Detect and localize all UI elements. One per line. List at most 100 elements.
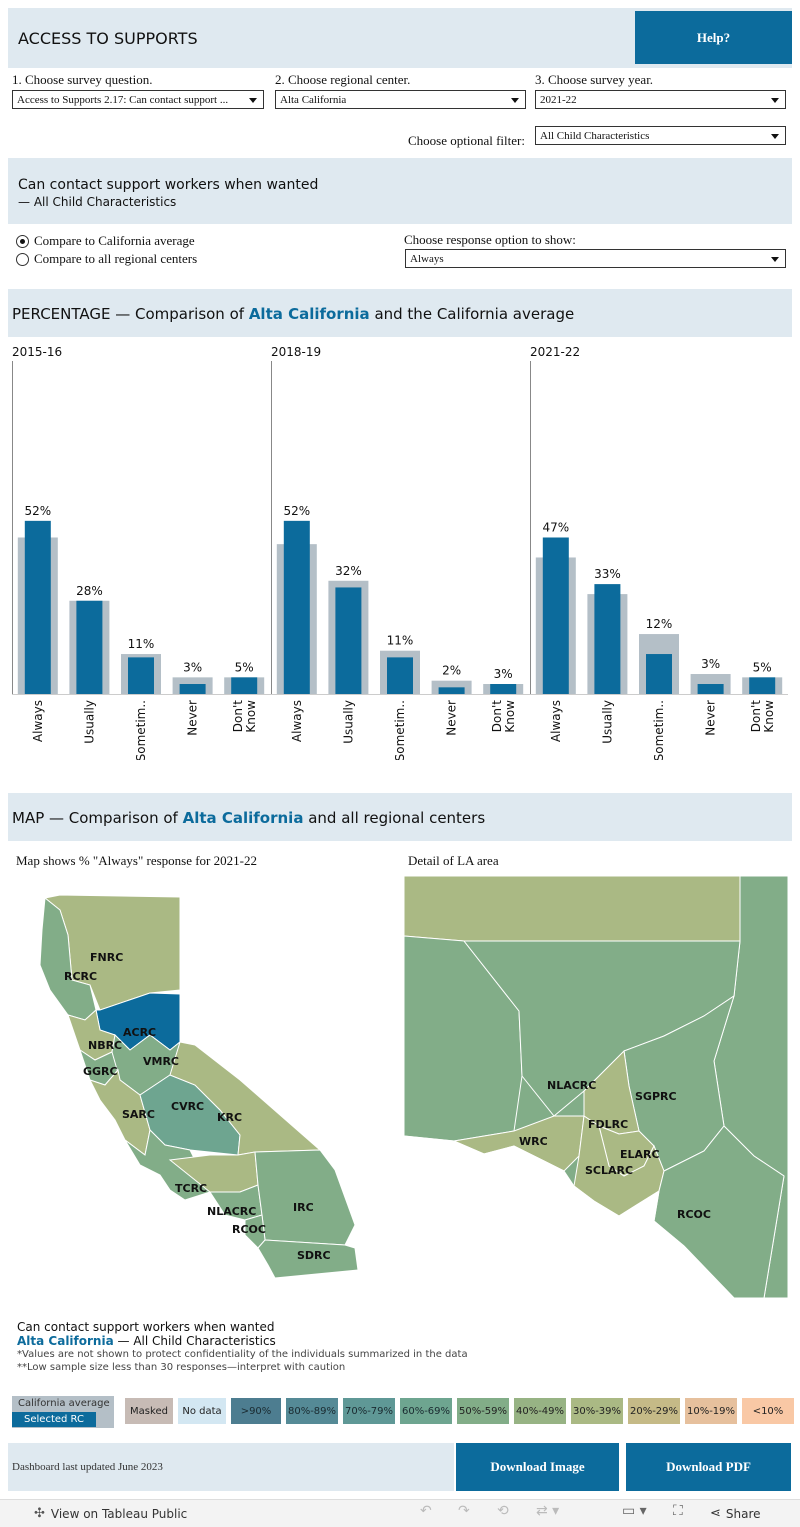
map-label-sarc: SARC xyxy=(122,1108,155,1121)
question-title: Can contact support workers when wanted xyxy=(18,177,319,193)
selected-rc-bar xyxy=(542,537,569,694)
map-section-title: MAP — Comparison of Alta California and … xyxy=(12,809,486,827)
legend-swatch: Masked xyxy=(124,1397,174,1425)
tableau-toolbar xyxy=(0,1499,800,1527)
la-label-elarc: ELARC xyxy=(620,1148,660,1161)
chevron-down-icon xyxy=(511,98,519,103)
bar-value-label: 52% xyxy=(283,504,310,518)
region-sdrc xyxy=(257,1239,359,1279)
bar-value-label: 5% xyxy=(753,660,772,674)
undo-icon[interactable]: ↶ xyxy=(420,1503,432,1519)
notes-rc-line: Alta California — All Child Characterist… xyxy=(17,1334,276,1348)
la-label-wrc: WRC xyxy=(519,1135,548,1148)
selected-rc-bar xyxy=(749,677,776,694)
category-tick-label: Usually xyxy=(600,700,614,744)
category-tick-label: Usually xyxy=(82,700,96,744)
bar-value-label: 32% xyxy=(335,564,362,578)
selected-rc-bar xyxy=(179,684,206,694)
notes-low-sample: **Low sample size less than 30 responses… xyxy=(17,1362,346,1373)
bar-value-label: 3% xyxy=(494,667,513,681)
share-icon: ⋖ xyxy=(710,1506,721,1521)
la-detail-map: NLACRC SGPRC FDLRC WRC ELARC SCLARC RCOC xyxy=(404,876,788,1298)
selected-rc-bar xyxy=(24,520,51,694)
legend-swatch: 80%-89% xyxy=(285,1397,339,1425)
revert-icon[interactable]: ⟲ xyxy=(497,1503,509,1519)
la-label-rcoc: RCOC xyxy=(677,1208,711,1221)
map-label-rcoc: RCOC xyxy=(232,1223,266,1236)
page-title: ACCESS TO SUPPORTS xyxy=(18,29,198,48)
legend-swatch: 70%-79% xyxy=(342,1397,396,1425)
map-section-banner xyxy=(8,793,792,841)
optional-filter-dropdown[interactable]: All Child Characteristics xyxy=(535,126,786,145)
region-irc xyxy=(254,1149,356,1246)
category-tick-label: Know xyxy=(762,700,776,733)
legend-swatch: >90% xyxy=(230,1397,282,1425)
legend-selected-rc: Selected RC xyxy=(12,1412,96,1427)
selected-rc-bar xyxy=(76,600,103,694)
footer-banner xyxy=(8,1443,454,1491)
la-label-sclarc: SCLARC xyxy=(585,1164,633,1177)
category-tick-label: Usually xyxy=(341,700,355,744)
percentage-section-banner xyxy=(8,289,792,337)
download-image-button[interactable]: Download Image xyxy=(456,1443,619,1491)
survey-question-dropdown[interactable]: Access to Supports 2.17: Can contact sup… xyxy=(12,90,264,109)
la-region-ocean xyxy=(404,1135,735,1298)
category-tick-label: Sometim.. xyxy=(393,700,407,760)
legend-swatch: 60%-69% xyxy=(399,1397,453,1425)
california-map: FNRC RCRC ACRC NBRC VMRC GGRC CVRC SARC … xyxy=(39,894,359,1279)
legend-comparison-key: California average Selected RC xyxy=(12,1396,114,1428)
bar-value-label: 11% xyxy=(387,634,414,648)
help-button[interactable]: Help? xyxy=(635,11,792,64)
legend-ca-average: California average xyxy=(18,1398,110,1409)
regional-center-dropdown[interactable]: Alta California xyxy=(275,90,526,109)
compare-california-option[interactable]: Compare to California average xyxy=(16,233,195,249)
legend-swatch: 30%-39% xyxy=(570,1397,624,1425)
bar-value-label: 3% xyxy=(183,660,202,674)
tableau-logo-icon: ✣ xyxy=(34,1506,45,1521)
regional-center-label: 2. Choose regional center. xyxy=(275,72,411,87)
selected-rc-bar xyxy=(646,654,672,694)
bar-value-label: 11% xyxy=(128,637,155,651)
category-tick-label: Sometim.. xyxy=(652,700,666,760)
survey-year-dropdown[interactable]: 2021-22 xyxy=(535,90,786,109)
fullscreen-icon[interactable]: ⛶ xyxy=(673,1503,683,1519)
optional-filter-label: Choose optional filter: xyxy=(408,133,525,148)
share-button[interactable]: ⋖ Share xyxy=(710,1506,761,1521)
selected-rc-bar xyxy=(128,657,154,694)
notes-confidentiality: *Values are not shown to protect confide… xyxy=(17,1349,468,1360)
chevron-down-icon xyxy=(249,98,257,103)
download-pdf-button[interactable]: Download PDF xyxy=(626,1443,791,1491)
compare-regional-option[interactable]: Compare to all regional centers xyxy=(16,251,197,267)
la-region-krc xyxy=(404,876,741,942)
category-tick-label: Sometim.. xyxy=(134,700,148,760)
map-label-irc: IRC xyxy=(293,1201,314,1214)
download-icon[interactable]: ▭ ▾ xyxy=(622,1503,647,1519)
legend-swatch: No data xyxy=(177,1397,227,1425)
refresh-icon[interactable]: ⇄ ▾ xyxy=(536,1503,560,1519)
map-label-vmrc: VMRC xyxy=(143,1055,179,1068)
map-label-tcrc: TCRC xyxy=(175,1182,207,1195)
radio-unselected-icon[interactable] xyxy=(16,252,29,266)
category-tick-label: Never xyxy=(445,700,459,736)
selected-rc-bar xyxy=(490,684,517,694)
survey-year-label: 3. Choose survey year. xyxy=(535,72,654,87)
map-label-acrc: ACRC xyxy=(123,1026,156,1039)
percentage-section-title: PERCENTAGE — Comparison of Alta Californ… xyxy=(12,305,575,323)
radio-selected-icon[interactable] xyxy=(16,234,29,248)
map-label-cvrc: CVRC xyxy=(171,1100,204,1113)
selected-rc-bar xyxy=(231,677,258,694)
legend-swatch: 10%-19% xyxy=(684,1397,738,1425)
category-tick-label: Know xyxy=(503,700,517,733)
map-label-sdrc: SDRC xyxy=(297,1249,331,1262)
question-subtitle: — All Child Characteristics xyxy=(18,195,177,209)
category-tick-label: Never xyxy=(186,700,200,736)
map-label-krc: KRC xyxy=(217,1111,242,1124)
redo-icon[interactable]: ↷ xyxy=(458,1503,470,1519)
category-tick-label: Never xyxy=(704,700,718,736)
view-on-tableau-link[interactable]: ✣ View on Tableau Public xyxy=(34,1506,188,1521)
la-label-fdlrc: FDLRC xyxy=(588,1118,628,1131)
response-option-dropdown[interactable]: Always xyxy=(405,249,786,268)
percentage-bar-chart: 2015-16 52% Always 28% Usually 11% Sometim.. 3%… xyxy=(12,345,788,760)
bar-value-label: 47% xyxy=(542,520,569,534)
la-label-sgprc: SGPRC xyxy=(635,1090,677,1103)
